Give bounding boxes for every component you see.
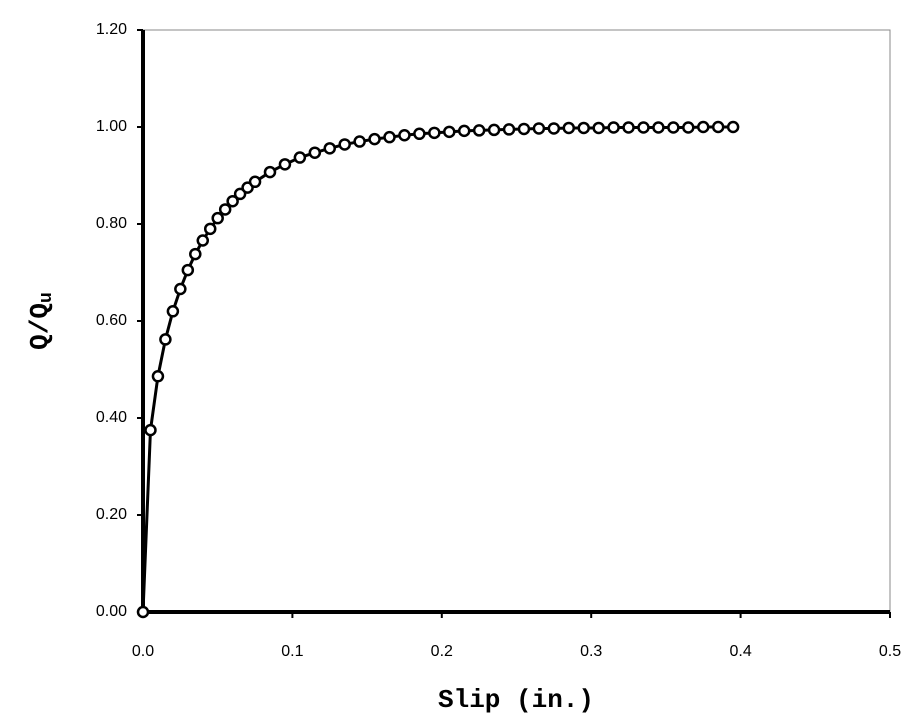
data-point [443,125,456,139]
data-point [502,123,516,136]
y-tick-label: 0.00 [96,603,127,620]
y-tick-label: 1.20 [96,21,127,38]
y-tick-label: 1.00 [96,118,127,135]
data-point [293,151,307,164]
data-point [136,605,150,619]
x-axis-title: Slip (in.) [438,685,594,715]
data-point [711,120,725,134]
data-point [398,128,411,142]
data-point [622,121,635,134]
data-point [726,120,740,134]
data-point [166,305,180,318]
data-point [308,146,322,159]
data-point [181,263,195,277]
data-point [203,222,217,236]
data-point [353,135,366,148]
data-point [368,132,381,146]
data-point [592,121,605,135]
data-point [487,123,501,137]
data-point [562,121,576,135]
y-tick-label: 0.80 [96,215,127,232]
y-axis-title-main: Q/Q [25,303,55,350]
data-point [682,121,695,134]
data-point [189,247,202,261]
data-point [233,187,247,201]
data-point [637,121,650,134]
y-axis-title: Q/Qu [25,292,57,350]
data-point [547,122,561,135]
data-point [218,203,232,216]
data-point [151,370,165,383]
data-point [517,122,531,136]
data-point [697,120,710,134]
data-point [428,126,441,140]
y-tick-label: 0.40 [96,409,127,426]
data-point [338,138,351,151]
data-point [532,122,546,135]
data-point [263,165,277,179]
y-tick-label: 0.60 [96,312,127,329]
data-point [144,423,157,437]
data-point [226,194,239,208]
x-tick-label: 0.5 [879,643,901,660]
data-point [248,175,262,189]
data-point [652,121,665,134]
x-tick-label: 0.1 [281,643,303,660]
data-point [211,211,224,225]
x-tick-label: 0.2 [431,643,453,660]
x-tick-label: 0.0 [132,643,154,660]
data-point [607,121,620,134]
data-point [278,158,292,171]
y-axis-title-subscript: u [37,292,57,303]
plot-frame [142,29,891,613]
y-tick-label: 0.20 [96,506,127,523]
data-point [457,124,471,138]
data-point [577,121,590,135]
data-point [196,234,210,247]
data-point [323,142,336,155]
data-point [159,333,172,346]
x-tick-label: 0.3 [580,643,602,660]
data-point [472,124,486,137]
data-point [174,282,187,296]
data-point [667,121,680,134]
data-point [413,127,426,141]
x-tick-label: 0.4 [729,643,751,660]
data-point [383,130,396,144]
